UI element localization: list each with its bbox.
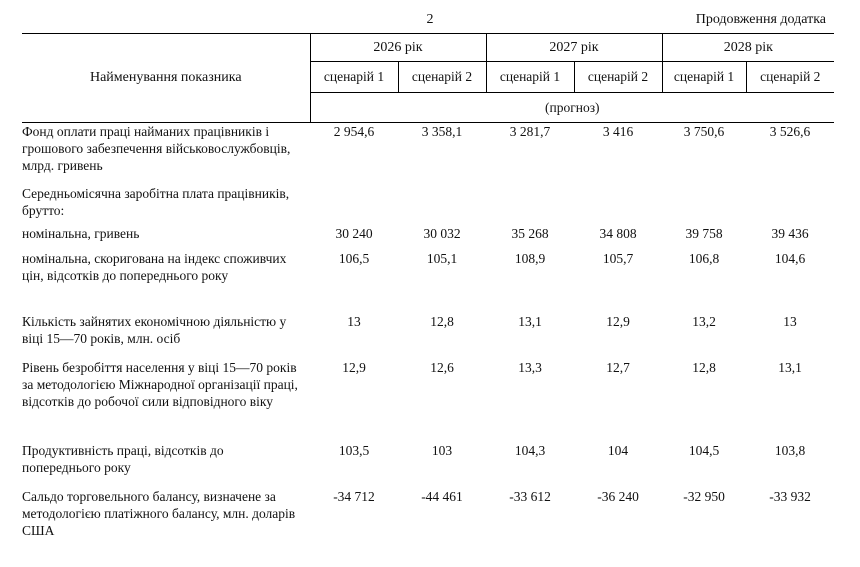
value-cell: 2 954,6 (333, 124, 375, 139)
value-cell: 12,7 (606, 359, 630, 375)
value-cell: -33 932 (769, 488, 811, 504)
value-cell: 103,8 (774, 442, 806, 458)
value-cell: 103,5 (338, 442, 370, 458)
continuation-label: Продовження додатка (695, 12, 826, 27)
table-row: Сальдо торговельного балансу, визначене … (22, 488, 834, 550)
indicator-name-header: Найменування показника (22, 33, 310, 123)
table-row: Середньомісячна заробітна плата працівни… (22, 185, 834, 225)
value-cell: -36 240 (597, 488, 639, 504)
forecast-table: Найменування показника 2026 рік 2027 рік… (22, 33, 835, 550)
value-cell: 30 032 (423, 225, 461, 241)
year-header-2027: 2027 рік (485, 33, 663, 62)
page-number: 2 (426, 12, 434, 27)
value-cell: 12,6 (430, 359, 454, 375)
table-row: номінальна, гривень 30 240 30 032 35 268… (22, 225, 834, 250)
value-cell: -33 612 (509, 488, 551, 504)
value-cell: 104,6 (774, 250, 806, 266)
scenario-header: сценарій 2 (573, 61, 663, 93)
value-cell: 34 808 (599, 225, 637, 241)
value-cell: 39 758 (685, 225, 723, 241)
value-cell: 35 268 (511, 225, 549, 241)
row-label: Кількість зайнятих економічною діяльніст… (22, 313, 287, 346)
value-cell: 3 358,1 (421, 124, 463, 139)
value-cell: 12,9 (606, 313, 630, 329)
value-cell: 3 416 (602, 124, 634, 139)
row-label: Середньомісячна заробітна плата працівни… (22, 185, 290, 218)
row-label: Сальдо торговельного балансу, визначене … (22, 488, 296, 538)
value-cell (746, 185, 834, 225)
value-cell: 104 (607, 442, 629, 458)
value-cell: 13,1 (518, 313, 542, 329)
value-cell: 30 240 (335, 225, 373, 241)
row-label: Рівень безробіття населення у віці 15—70… (22, 359, 298, 409)
value-cell: 12,8 (692, 359, 716, 375)
row-label: номінальна, гривень (22, 225, 140, 241)
value-cell: 13,3 (518, 359, 542, 375)
value-cell: 3 281,7 (509, 124, 551, 139)
table-row: Кількість зайнятих економічною діяльніст… (22, 313, 834, 359)
value-cell (662, 185, 746, 225)
header-forecast-row: (прогноз) (22, 92, 835, 123)
table-row: Рівень безробіття населення у віці 15—70… (22, 359, 834, 442)
value-cell: -32 950 (683, 488, 725, 504)
value-cell: 12,9 (342, 359, 366, 375)
scenario-header: сценарій 1 (309, 61, 398, 93)
year-header-2028: 2028 рік (661, 33, 835, 62)
value-cell: 104,5 (688, 442, 720, 458)
value-cell: 103 (431, 442, 453, 458)
value-cell: 104,3 (514, 442, 546, 458)
value-cell: 106,5 (338, 250, 370, 266)
header-years-row: Найменування показника 2026 рік 2027 рік… (22, 33, 835, 123)
scenario-header: сценарій 1 (485, 61, 575, 93)
value-cell: 39 436 (771, 225, 809, 241)
table-row: номінальна, скоригована на індекс спожив… (22, 250, 834, 313)
value-cell (486, 185, 574, 225)
year-header-2026: 2026 рік (309, 33, 487, 62)
value-cell: -44 461 (421, 488, 463, 504)
value-cell: 3 526,6 (769, 124, 811, 139)
row-label: Фонд оплати праці найманих працівників і… (22, 124, 291, 173)
value-cell: -34 712 (333, 488, 375, 504)
value-cell (574, 185, 662, 225)
scenario-header: сценарій 2 (745, 61, 835, 93)
header-scenarios-row: сценарій 1 сценарій 2 сценарій 1 сценарі… (22, 61, 835, 93)
table-row: Продуктивність праці, відсотків до попер… (22, 442, 834, 488)
value-cell: 105,7 (602, 250, 634, 266)
value-cell: 13,2 (692, 313, 716, 329)
value-cell (310, 185, 398, 225)
value-cell: 3 750,6 (683, 124, 725, 139)
row-label: Продуктивність праці, відсотків до попер… (22, 442, 224, 475)
value-cell: 13 (783, 313, 797, 329)
forecast-label: (прогноз) (309, 92, 835, 123)
value-cell: 106,8 (688, 250, 720, 266)
value-cell: 108,9 (514, 250, 546, 266)
value-cell: 12,8 (430, 313, 454, 329)
table-row: Фонд оплати праці найманих працівників і… (22, 123, 834, 185)
value-cell: 13 (347, 313, 361, 329)
value-cell: 105,1 (426, 250, 458, 266)
value-cell (398, 185, 486, 225)
scenario-header: сценарій 1 (661, 61, 747, 93)
row-label: номінальна, скоригована на індекс спожив… (22, 250, 287, 283)
value-cell: 13,1 (778, 359, 802, 375)
scenario-header: сценарій 2 (397, 61, 487, 93)
